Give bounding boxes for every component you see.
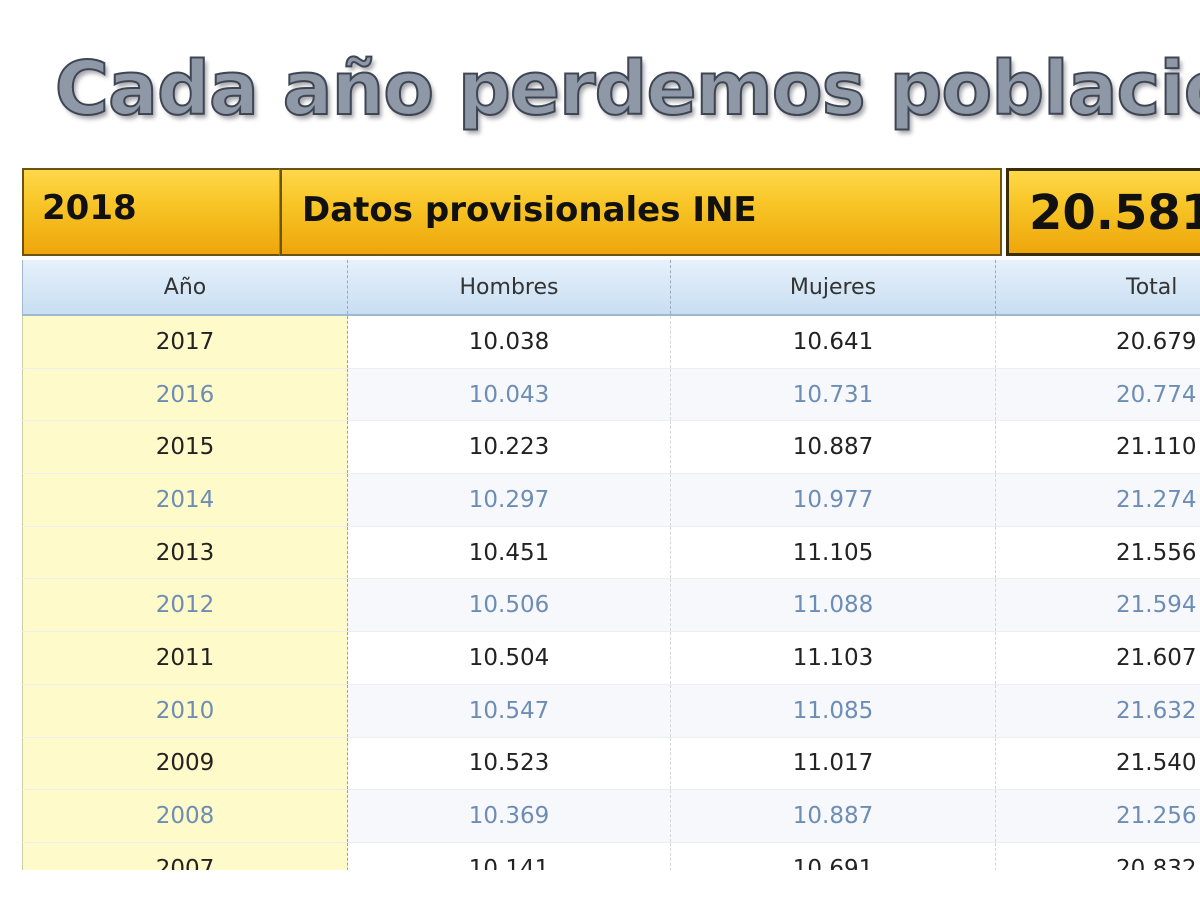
cell-women: 10.731	[670, 368, 996, 422]
cell-year: 2017	[22, 315, 348, 369]
column-header-men: Hombres	[347, 260, 671, 316]
cell-total: 21.274	[995, 473, 1200, 527]
population-table-container: Año Hombres Mujeres Total 2017 10.038 10…	[22, 260, 1200, 870]
cell-women: 11.088	[670, 578, 996, 633]
cell-women: 10.977	[670, 473, 996, 527]
cell-year: 2008	[22, 789, 348, 843]
cell-total: 21.556	[995, 526, 1200, 580]
table-row: 2008 10.369 10.887 21.256	[22, 789, 1200, 843]
table-body: 2017 10.038 10.641 20.679 2016 10.043 10…	[22, 315, 1200, 870]
cell-year: 2015	[22, 420, 348, 475]
cell-men: 10.043	[347, 368, 671, 422]
cell-men: 10.038	[347, 315, 671, 369]
cell-men: 10.369	[347, 789, 671, 843]
cell-year: 2009	[22, 737, 348, 791]
cell-year: 2013	[22, 526, 348, 580]
table-row: 2014 10.297 10.977 21.274	[22, 473, 1200, 527]
table-header-row: Año Hombres Mujeres Total	[22, 260, 1200, 316]
cell-year: 2010	[22, 684, 348, 738]
table-row: 2017 10.038 10.641 20.679	[22, 315, 1200, 369]
cell-total: 20.774	[995, 368, 1200, 422]
page-title: Cada año perdemos población	[54, 45, 1200, 133]
cell-women: 10.641	[670, 315, 996, 369]
cell-year: 2016	[22, 368, 348, 422]
cell-women: 10.887	[670, 420, 996, 475]
cell-year: 2014	[22, 473, 348, 527]
cell-men: 10.506	[347, 578, 671, 633]
cell-total: 21.110	[995, 420, 1200, 475]
cell-total: 21.594	[995, 578, 1200, 633]
cell-year: 2007	[22, 842, 348, 870]
table-row: 2016 10.043 10.731 20.774	[22, 368, 1200, 422]
summary-source: Datos provisionales INE	[280, 168, 1002, 256]
cell-men: 10.297	[347, 473, 671, 527]
table-row: 2009 10.523 11.017 21.540	[22, 737, 1200, 791]
cell-year: 2012	[22, 578, 348, 633]
cell-total: 20.832	[995, 842, 1200, 870]
cell-men: 10.504	[347, 631, 671, 685]
summary-bar: 2018 Datos provisionales INE 20.581	[22, 168, 1200, 260]
population-table: Año Hombres Mujeres Total 2017 10.038 10…	[22, 260, 1200, 870]
cell-total: 21.607	[995, 631, 1200, 685]
cell-men: 10.223	[347, 420, 671, 475]
summary-year: 2018	[22, 168, 280, 256]
cell-women: 10.691	[670, 842, 996, 870]
table-row: 2013 10.451 11.105 21.556	[22, 526, 1200, 580]
column-header-women: Mujeres	[670, 260, 996, 316]
table-row: 2012 10.506 11.088 21.594	[22, 578, 1200, 633]
cell-men: 10.547	[347, 684, 671, 738]
table-row: 2011 10.504 11.103 21.607	[22, 631, 1200, 685]
cell-men: 10.141	[347, 842, 671, 870]
table-row: 2015 10.223 10.887 21.110	[22, 420, 1200, 475]
cell-women: 11.103	[670, 631, 996, 685]
cell-women: 11.017	[670, 737, 996, 791]
column-header-year: Año	[22, 260, 348, 316]
cell-total: 21.256	[995, 789, 1200, 843]
column-header-total: Total	[995, 260, 1200, 316]
cell-total: 21.540	[995, 737, 1200, 791]
table-row: 2010 10.547 11.085 21.632	[22, 684, 1200, 738]
cell-women: 10.887	[670, 789, 996, 843]
cell-total: 21.632	[995, 684, 1200, 738]
cell-total: 20.679	[995, 315, 1200, 369]
cell-year: 2011	[22, 631, 348, 685]
cell-women: 11.085	[670, 684, 996, 738]
cell-women: 11.105	[670, 526, 996, 580]
cell-men: 10.523	[347, 737, 671, 791]
summary-total: 20.581	[1006, 168, 1200, 256]
table-row: 2007 10.141 10.691 20.832	[22, 842, 1200, 870]
cell-men: 10.451	[347, 526, 671, 580]
